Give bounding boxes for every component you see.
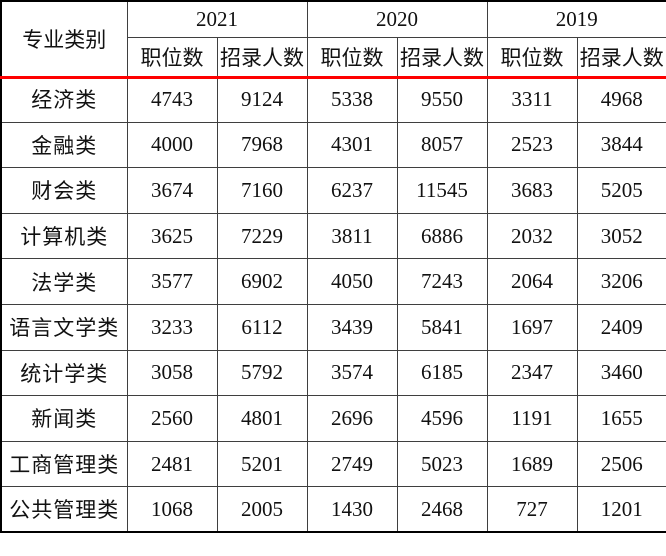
value-cell: 2468 xyxy=(396,486,488,533)
value-cell: 3811 xyxy=(306,212,398,260)
value-cell: 2032 xyxy=(486,212,578,260)
table-row: 新闻类 2560 4801 2696 4596 1191 1655 xyxy=(0,395,666,442)
value-cell: 1201 xyxy=(576,486,666,533)
value-cell: 2064 xyxy=(486,258,578,305)
category-cell: 财会类 xyxy=(0,167,128,214)
value-cell: 3844 xyxy=(576,121,666,169)
value-cell: 4743 xyxy=(126,76,218,123)
value-cell: 1191 xyxy=(486,395,578,442)
value-cell: 6902 xyxy=(216,258,308,305)
value-cell: 2523 xyxy=(486,121,578,169)
value-cell: 2347 xyxy=(486,349,578,397)
value-cell: 3233 xyxy=(126,303,218,351)
value-cell: 4968 xyxy=(576,76,666,123)
value-cell: 3052 xyxy=(576,212,666,260)
value-cell: 3206 xyxy=(576,258,666,305)
value-cell: 6185 xyxy=(396,349,488,397)
table-body: 经济类 4743 9124 5338 9550 3311 4968 金融类 4000 7968 43… xyxy=(0,76,666,533)
value-cell: 1655 xyxy=(576,395,666,442)
value-cell: 6886 xyxy=(396,212,488,260)
value-cell: 2696 xyxy=(306,395,398,442)
value-cell: 7968 xyxy=(216,121,308,169)
category-cell: 统计学类 xyxy=(0,349,128,397)
value-cell: 7229 xyxy=(216,212,308,260)
category-cell: 工商管理类 xyxy=(0,440,128,488)
value-cell: 2481 xyxy=(126,440,218,488)
value-cell: 9124 xyxy=(216,76,308,123)
table-row: 公共管理类 1068 2005 1430 2468 727 1201 xyxy=(0,486,666,533)
category-cell: 公共管理类 xyxy=(0,486,128,533)
value-cell: 3439 xyxy=(306,303,398,351)
value-cell: 4000 xyxy=(126,121,218,169)
value-cell: 7160 xyxy=(216,167,308,214)
red-separator-line xyxy=(0,76,666,79)
value-cell: 1068 xyxy=(126,486,218,533)
table-row: 统计学类 3058 5792 3574 6185 2347 3460 xyxy=(0,349,666,397)
category-cell: 经济类 xyxy=(0,76,128,123)
table-row: 语言文学类 3233 6112 3439 5841 1697 2409 xyxy=(0,303,666,351)
value-cell: 3674 xyxy=(126,167,218,214)
subheader-recruits-2021: 招录人数 xyxy=(216,37,308,77)
year-header-2019: 2019 xyxy=(486,0,666,38)
value-cell: 5792 xyxy=(216,349,308,397)
year-header-2021: 2021 xyxy=(126,0,308,38)
subheader-positions-2020: 职位数 xyxy=(306,37,398,77)
table-row: 工商管理类 2481 5201 2749 5023 1689 2506 xyxy=(0,440,666,488)
value-cell: 3574 xyxy=(306,349,398,397)
value-cell: 5338 xyxy=(306,76,398,123)
value-cell: 5841 xyxy=(396,303,488,351)
value-cell: 7243 xyxy=(396,258,488,305)
value-cell: 2506 xyxy=(576,440,666,488)
value-cell: 3311 xyxy=(486,76,578,123)
category-cell: 金融类 xyxy=(0,121,128,169)
value-cell: 8057 xyxy=(396,121,488,169)
value-cell: 2409 xyxy=(576,303,666,351)
value-cell: 1430 xyxy=(306,486,398,533)
value-cell: 2749 xyxy=(306,440,398,488)
value-cell: 1689 xyxy=(486,440,578,488)
value-cell: 3460 xyxy=(576,349,666,397)
subheader-recruits-2020: 招录人数 xyxy=(396,37,488,77)
category-cell: 计算机类 xyxy=(0,212,128,260)
value-cell: 1697 xyxy=(486,303,578,351)
category-cell: 新闻类 xyxy=(0,395,128,442)
value-cell: 2005 xyxy=(216,486,308,533)
value-cell: 3683 xyxy=(486,167,578,214)
value-cell: 5023 xyxy=(396,440,488,488)
subheader-positions-2021: 职位数 xyxy=(126,37,218,77)
value-cell: 5201 xyxy=(216,440,308,488)
value-cell: 4801 xyxy=(216,395,308,442)
value-cell: 3625 xyxy=(126,212,218,260)
value-cell: 727 xyxy=(486,486,578,533)
table-header: 专业类别 2021 2020 2019 职位数 招录人数 职位数 招录人数 职位… xyxy=(0,0,666,77)
value-cell: 6112 xyxy=(216,303,308,351)
table-row: 法学类 3577 6902 4050 7243 2064 3206 xyxy=(0,258,666,305)
corner-header-major-category: 专业类别 xyxy=(0,0,128,77)
value-cell: 9550 xyxy=(396,76,488,123)
table-row: 经济类 4743 9124 5338 9550 3311 4968 xyxy=(0,76,666,123)
category-cell: 法学类 xyxy=(0,258,128,305)
value-cell: 2560 xyxy=(126,395,218,442)
value-cell: 11545 xyxy=(396,167,488,214)
subheader-positions-2019: 职位数 xyxy=(486,37,578,77)
table-row: 财会类 3674 7160 6237 11545 3683 5205 xyxy=(0,167,666,214)
value-cell: 4301 xyxy=(306,121,398,169)
value-cell: 4050 xyxy=(306,258,398,305)
category-cell: 语言文学类 xyxy=(0,303,128,351)
table-row: 金融类 4000 7968 4301 8057 2523 3844 xyxy=(0,121,666,169)
table-row: 计算机类 3625 7229 3811 6886 2032 3052 xyxy=(0,212,666,260)
value-cell: 5205 xyxy=(576,167,666,214)
value-cell: 6237 xyxy=(306,167,398,214)
value-cell: 3577 xyxy=(126,258,218,305)
subheader-recruits-2019: 招录人数 xyxy=(576,37,666,77)
value-cell: 4596 xyxy=(396,395,488,442)
recruitment-table: 专业类别 2021 2020 2019 职位数 招录人数 职位数 招录人数 职位… xyxy=(0,0,666,534)
year-header-2020: 2020 xyxy=(306,0,488,38)
value-cell: 3058 xyxy=(126,349,218,397)
header-row-years: 专业类别 2021 2020 2019 xyxy=(0,0,666,77)
